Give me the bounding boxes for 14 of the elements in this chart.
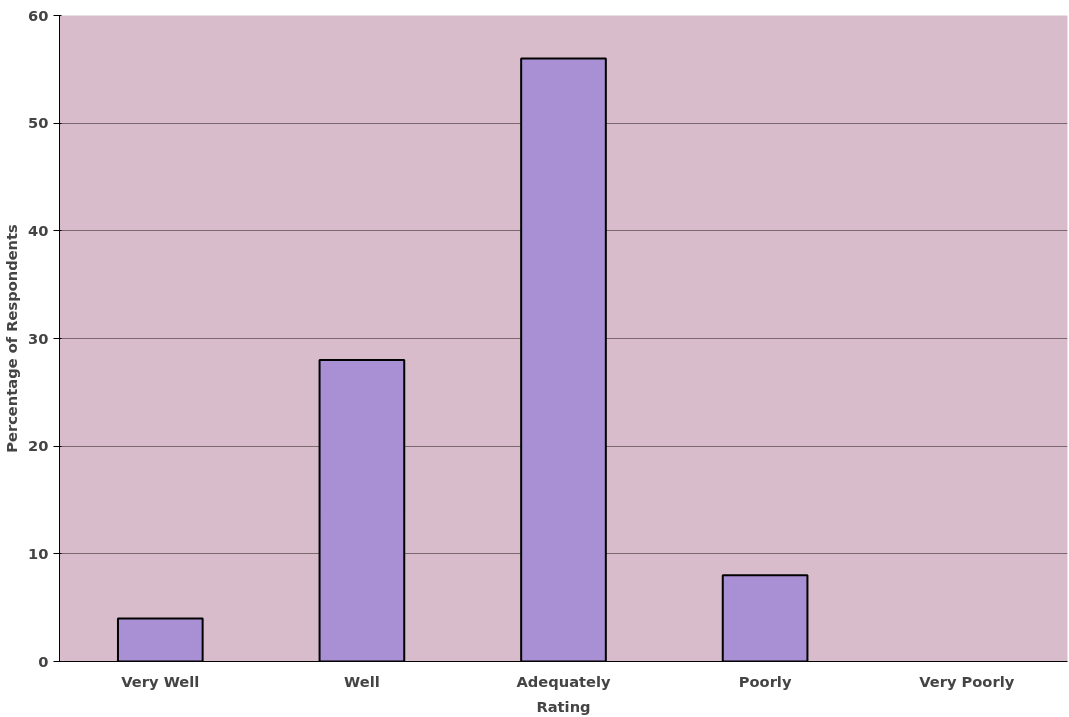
y-tick-label: 10 — [28, 544, 49, 562]
y-tick-label: 30 — [28, 329, 49, 347]
y-tick-label: 60 — [28, 6, 49, 24]
y-tick-label: 50 — [28, 114, 49, 132]
x-axis-title: Rating — [536, 697, 591, 715]
x-tick-label: Poorly — [738, 672, 792, 690]
y-tick-label: 0 — [38, 652, 49, 670]
y-tick-label: 40 — [28, 221, 49, 239]
y-tick-label: 20 — [28, 437, 49, 455]
x-tick-label: Very Well — [121, 672, 200, 690]
x-tick-label: Well — [344, 672, 380, 690]
x-tick-label: Adequately — [516, 672, 611, 690]
x-tick-label: Very Poorly — [919, 672, 1015, 690]
y-axis-title: Percentage of Respondents — [3, 223, 21, 453]
